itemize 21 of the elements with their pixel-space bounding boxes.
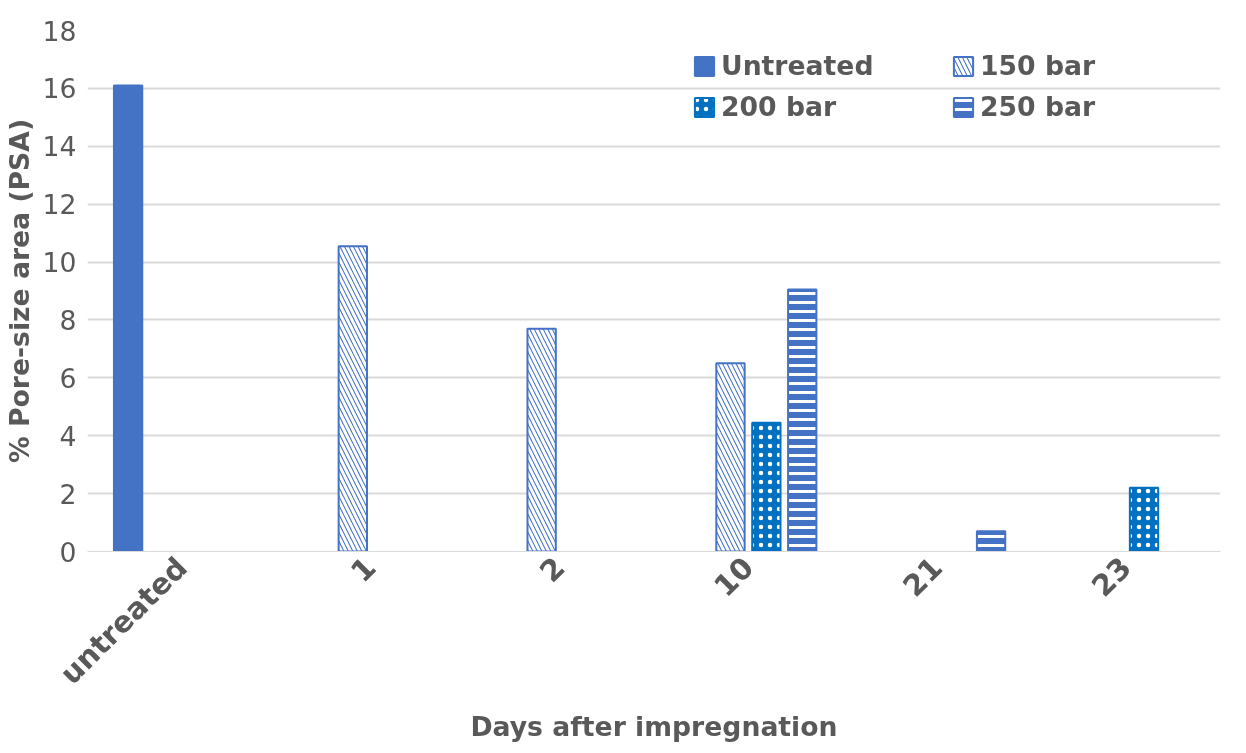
x-tick-label: 23	[1085, 550, 1139, 604]
legend-label: 250 bar	[980, 91, 1097, 122]
y-tick-label: 6	[59, 362, 77, 394]
y-tick-label: 16	[42, 73, 77, 105]
x-axis-title: Days after impregnation	[470, 711, 838, 743]
x-tick-label: 21	[896, 550, 950, 604]
x-tick-label: 10	[707, 550, 761, 604]
legend-label: Untreated	[721, 50, 875, 81]
y-tick-label: 10	[42, 247, 77, 279]
x-tick-label: 1	[344, 550, 383, 589]
y-tick-label: 2	[59, 478, 77, 510]
bar	[112, 84, 144, 552]
y-tick-label: 8	[59, 304, 77, 336]
y-tick-label: 18	[42, 15, 77, 47]
y-tick-label: 4	[59, 420, 77, 452]
y-tick-label: 12	[42, 189, 77, 221]
y-axis-title: % Pore-size area (PSA)	[3, 118, 35, 464]
legend-label: 200 bar	[721, 91, 838, 122]
x-tick-label: 2	[533, 550, 572, 589]
y-tick-label: 14	[42, 131, 77, 163]
legend-label: 150 bar	[980, 50, 1097, 81]
